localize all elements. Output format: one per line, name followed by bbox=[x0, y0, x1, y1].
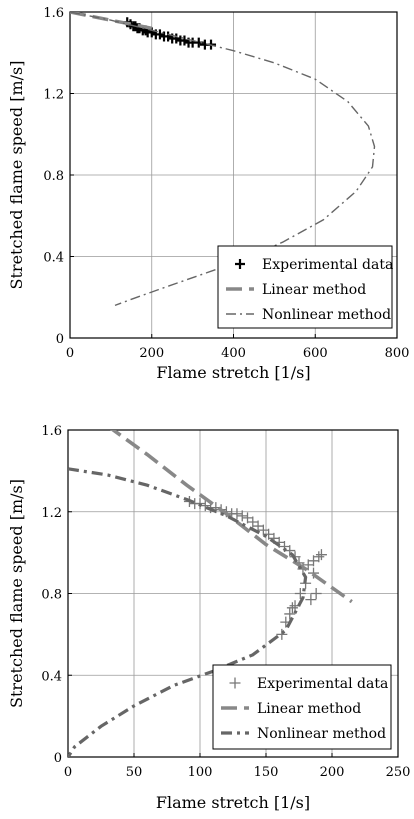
x-axis-title: Flame stretch [1/s] bbox=[156, 793, 310, 812]
series-nonlinear-method-line bbox=[70, 12, 376, 307]
legend-label: Linear method bbox=[257, 701, 361, 717]
x-tick-label: 0 bbox=[64, 765, 72, 780]
x-axis-title: Flame stretch [1/s] bbox=[156, 363, 310, 382]
legend-label: Nonlinear method bbox=[262, 307, 391, 323]
legend-label: Experimental data bbox=[257, 676, 388, 692]
y-axis-title: Stretched flame speed [m/s] bbox=[7, 479, 26, 708]
y-tick-label: 1.2 bbox=[41, 506, 62, 521]
data-point-marker bbox=[199, 500, 211, 512]
data-point-marker bbox=[231, 508, 243, 520]
data-point-marker bbox=[276, 628, 288, 640]
y-tick-label: 0.4 bbox=[43, 251, 64, 266]
x-tick-label: 150 bbox=[254, 765, 279, 780]
legend-label: Linear method bbox=[262, 282, 366, 298]
y-tick-label: 0.8 bbox=[43, 169, 64, 184]
legend-label: Nonlinear method bbox=[257, 726, 386, 742]
y-tick-label: 1.2 bbox=[43, 88, 64, 103]
x-tick-label: 200 bbox=[139, 346, 164, 361]
legend-box bbox=[212, 664, 392, 750]
data-point-marker bbox=[313, 551, 325, 563]
y-tick-label: 0.8 bbox=[41, 588, 62, 603]
y-tick-label: 0 bbox=[54, 751, 62, 766]
y-axis-title: Stretched flame speed [m/s] bbox=[7, 61, 26, 290]
data-point-marker bbox=[236, 510, 248, 522]
chart-panel-2: 0 50 100 150 200 250 0 0.4 0.8 1.2 1.6 Flame stretc… bbox=[7, 424, 410, 812]
data-point-marker bbox=[305, 594, 317, 606]
legend-swatch-marker bbox=[229, 677, 241, 689]
legend-swatch-marker bbox=[235, 259, 245, 269]
y-tick-label: 1.6 bbox=[43, 6, 64, 21]
data-point-marker bbox=[315, 549, 327, 561]
x-tick-label: 100 bbox=[188, 765, 213, 780]
y-tick-label: 0 bbox=[56, 332, 64, 347]
series-nonlinear-method-line bbox=[68, 467, 308, 757]
data-point-marker bbox=[284, 608, 296, 620]
data-point-marker bbox=[286, 602, 298, 614]
x-tick-label: 0 bbox=[66, 346, 74, 361]
legend: Experimental data Linear method Nonlinear … bbox=[212, 664, 392, 750]
x-tick-label: 50 bbox=[126, 765, 143, 780]
data-point-marker bbox=[294, 588, 306, 599]
data-point-marker bbox=[310, 588, 322, 599]
x-tick-label: 600 bbox=[303, 346, 328, 361]
series-experimental-data bbox=[122, 17, 217, 50]
series-linear-method-line bbox=[70, 12, 153, 30]
y-tick-label: 1.6 bbox=[41, 424, 62, 439]
legend-label: Experimental data bbox=[262, 257, 393, 273]
y-tick-label: 0.4 bbox=[41, 669, 62, 684]
series-linear-method-line bbox=[110, 430, 353, 604]
x-tick-label: 250 bbox=[386, 765, 411, 780]
x-tick-label: 200 bbox=[320, 765, 345, 780]
chart-panel-1: 0 200 400 600 800 0 0.4 0.8 1.2 1.6 Flame stretch … bbox=[7, 6, 409, 382]
x-tick-label: 800 bbox=[385, 346, 410, 361]
x-tick-label: 400 bbox=[221, 346, 246, 361]
legend: Experimental data Linear method Nonlinear … bbox=[217, 245, 393, 329]
